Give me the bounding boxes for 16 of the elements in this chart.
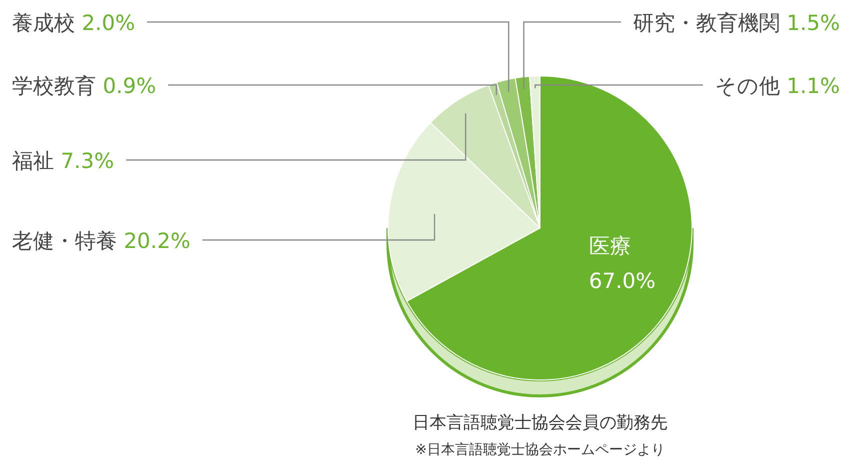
data-label: 20.2%: [124, 229, 190, 253]
slice-label: 医療: [588, 234, 631, 258]
slice-label: 福祉: [12, 149, 61, 173]
text: 日本言語聴覚士協会会員の勤務先: [412, 413, 668, 433]
data-label: 67.0%: [588, 268, 656, 293]
slice-label: 老健・特養: [12, 229, 124, 253]
data-label: 7.3%: [60, 149, 114, 173]
data-label: 0.9%: [102, 74, 156, 98]
slice-label: その他: [714, 74, 787, 98]
data-label: 1.5%: [786, 11, 840, 35]
data-label: 1.1%: [786, 74, 840, 98]
slice-label: 研究・教育機関: [632, 11, 787, 35]
data-label: 2.0%: [82, 11, 136, 35]
slice-label: 養成校: [12, 11, 82, 35]
slice-label: 学校教育: [12, 74, 103, 98]
text: ※日本言語聴覚士協会ホームページより: [415, 442, 665, 458]
